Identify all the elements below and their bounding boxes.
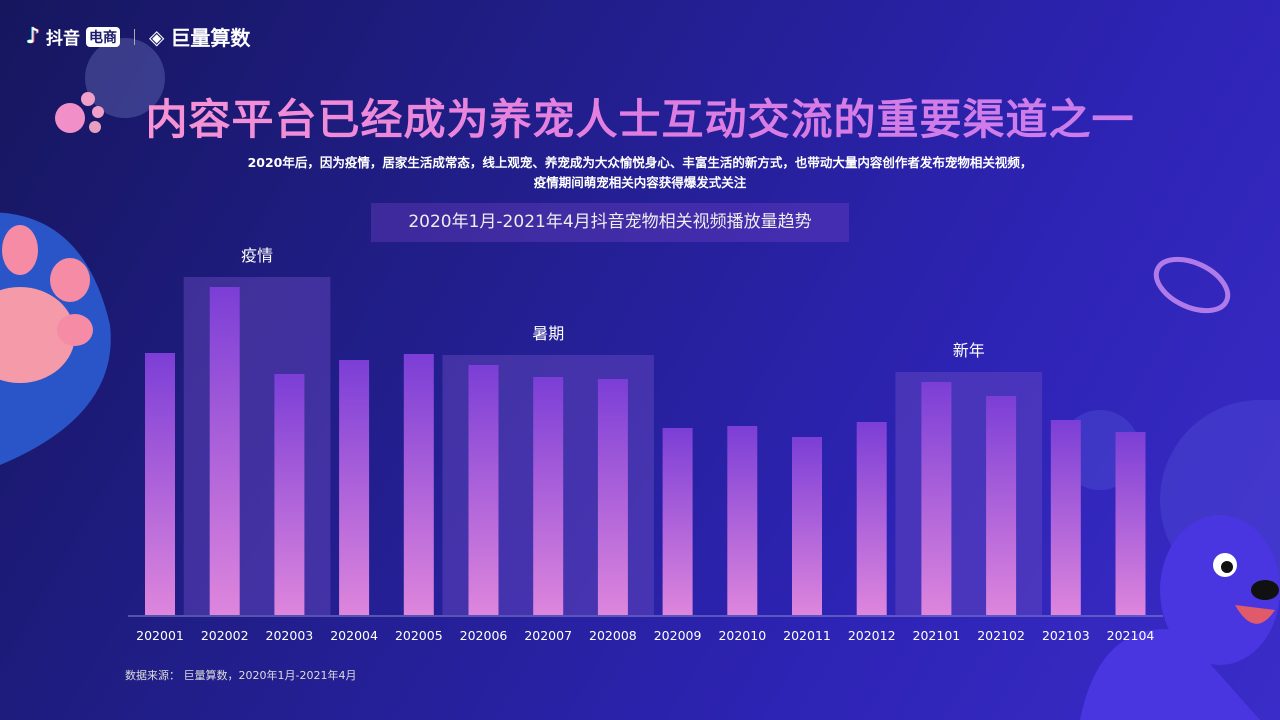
x-tick-label: 202104 [1107, 628, 1155, 643]
bar-202012 [856, 422, 887, 615]
paw-icon [0, 212, 111, 465]
annotation-label: 新年 [953, 341, 985, 360]
annotation-label: 暑期 [532, 324, 564, 343]
bar-202004 [339, 360, 370, 615]
title-paw-icon [55, 92, 104, 133]
brand-badge: 电商 [86, 26, 121, 47]
bar-202010 [727, 426, 758, 615]
dog-illustration [1080, 515, 1280, 720]
juliang-logo-icon: ◈ [149, 24, 165, 49]
collar-icon [1153, 256, 1231, 314]
x-tick-label: 202012 [848, 628, 896, 643]
x-tick-label: 202103 [1042, 628, 1090, 643]
bar-202103 [1050, 420, 1081, 615]
bar-202101 [921, 382, 952, 615]
x-tick-label: 202005 [395, 628, 443, 643]
x-tick-label: 202007 [524, 628, 572, 643]
x-tick-label: 202006 [460, 628, 508, 643]
subtitle-line: 疫情期间萌宠相关内容获得爆发式关注 [533, 175, 747, 190]
bar-202006 [468, 365, 499, 615]
highlight-period [183, 277, 331, 615]
bar-202102 [986, 396, 1017, 615]
highlight-period [895, 372, 1043, 615]
bar-202003 [274, 374, 305, 615]
x-tick-label: 202001 [136, 628, 184, 643]
x-tick-label: 202009 [654, 628, 702, 643]
bar-202104 [1115, 432, 1146, 615]
bar-202011 [792, 437, 822, 615]
douyin-note-icon: ♪ [26, 24, 41, 49]
x-tick-label: 202002 [201, 628, 249, 643]
bar-202007 [533, 377, 564, 615]
bar-202002 [209, 287, 240, 615]
x-tick-label: 202102 [977, 628, 1025, 643]
brand-logo: ♪ 抖音 电商 ◈ 巨量算数 [26, 22, 250, 51]
bar-202005 [403, 354, 434, 615]
annotation-label: 疫情 [241, 246, 273, 265]
decor-circle [85, 38, 165, 118]
bar-202009 [662, 428, 693, 615]
x-tick-label: 202008 [589, 628, 637, 643]
data-source: 数据来源： 巨量算数，2020年1月-2021年4月 [125, 669, 357, 682]
subtitle: 2020年后，因为疫情，居家生活成常态，线上观宠、养宠成为大众愉悦身心、丰富生活… [0, 153, 1280, 193]
subtitle-line: 2020年后，因为疫情，居家生活成常态，线上观宠、养宠成为大众愉悦身心、丰富生活… [247, 155, 1033, 170]
x-tick-label: 202011 [783, 628, 831, 643]
divider [134, 28, 136, 45]
brand-juliang: 巨量算数 [170, 26, 251, 50]
x-tick-label: 202003 [266, 628, 314, 643]
x-tick-label: 202004 [330, 628, 378, 643]
bar-202001 [145, 353, 175, 615]
x-tick-label: 202010 [718, 628, 766, 643]
x-tick-label: 202101 [913, 628, 961, 643]
page-title: 内容平台已经成为养宠人士互动交流的重要渠道之一 [0, 86, 1280, 147]
chart-title: 2020年1月-2021年4月抖音宠物相关视频播放量趋势 [371, 203, 849, 242]
brand-douyin: 抖音 [46, 29, 81, 49]
bar-202008 [597, 379, 628, 615]
